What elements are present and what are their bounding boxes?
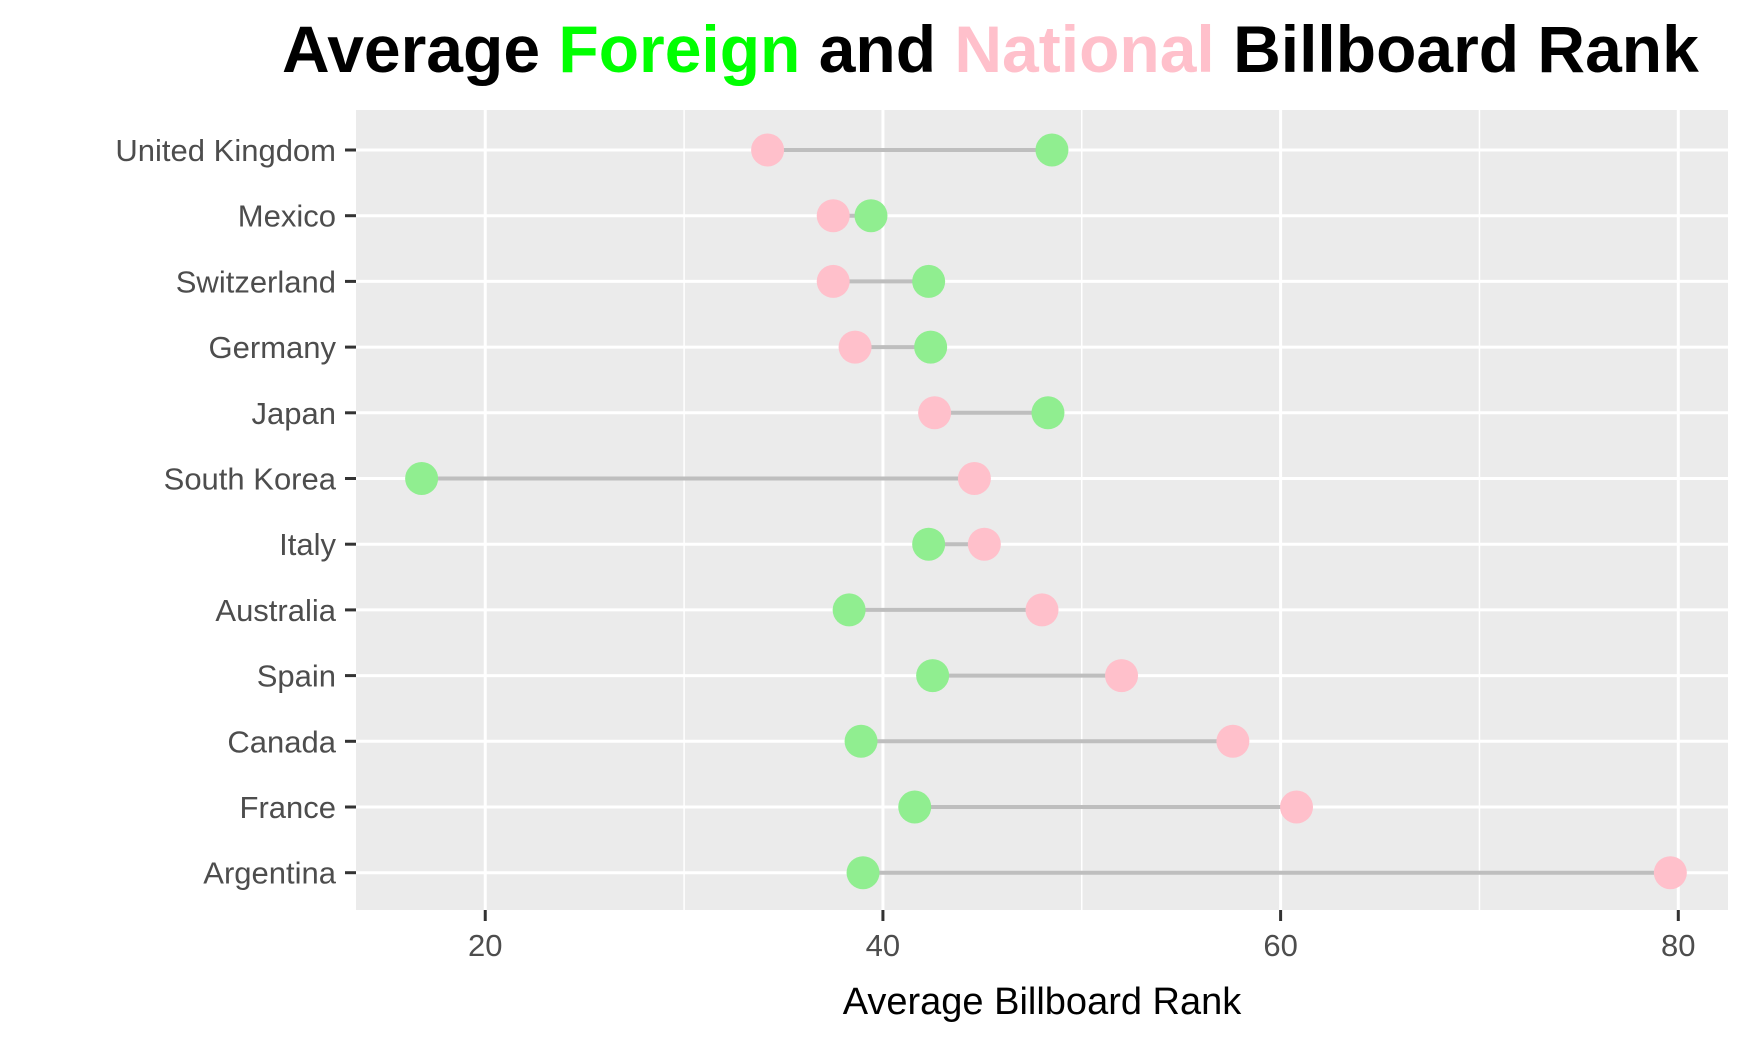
- foreign-point-south-korea: [405, 462, 439, 495]
- y-tick-label: France: [240, 790, 336, 825]
- national-point-japan: [918, 396, 952, 430]
- y-tick-label: Spain: [257, 659, 336, 694]
- y-tick-label: Switzerland: [176, 264, 336, 299]
- national-point-mexico: [816, 199, 850, 233]
- title-part-3: National: [954, 12, 1214, 86]
- chart-title: Average Foreign and National Billboard R…: [282, 12, 1699, 86]
- y-tick-label: Australia: [215, 593, 336, 628]
- foreign-point-france: [898, 790, 932, 824]
- foreign-point-argentina: [846, 856, 880, 890]
- y-axis: United Kingdom Mexico Switzerland Germany Ja…: [115, 133, 356, 891]
- y-tick-label: United Kingdom: [115, 133, 336, 168]
- foreign-point-italy: [912, 527, 946, 561]
- plot-panel: [356, 110, 1728, 910]
- y-tick-label: Italy: [279, 527, 336, 562]
- title-part-4: Billboard Rank: [1215, 12, 1699, 86]
- y-tick-label: South Korea: [164, 462, 337, 497]
- x-tick-label: 80: [1661, 928, 1695, 963]
- y-tick-label: Argentina: [203, 856, 336, 891]
- minor-gridlines: [683, 110, 1481, 910]
- x-tick-label: 20: [468, 928, 502, 963]
- foreign-point-switzerland: [912, 264, 946, 298]
- national-point-canada: [1216, 724, 1250, 758]
- x-tick-label: 60: [1263, 928, 1297, 963]
- foreign-point-germany: [914, 330, 948, 364]
- national-points: [751, 133, 1687, 890]
- national-point-switzerland: [816, 264, 850, 298]
- foreign-point-japan: [1031, 396, 1065, 430]
- foreign-point-canada: [844, 724, 878, 758]
- national-point-france: [1280, 790, 1314, 824]
- x-tick-label: 40: [866, 928, 900, 963]
- y-tick-label: Canada: [227, 724, 336, 759]
- national-point-south-korea: [957, 462, 991, 495]
- national-point-australia: [1025, 593, 1059, 627]
- y-tick-label: Germany: [209, 330, 337, 365]
- national-point-spain: [1105, 659, 1139, 693]
- y-tick-label: Japan: [252, 396, 336, 431]
- foreign-point-spain: [916, 659, 950, 693]
- national-point-united-kingdom: [751, 133, 785, 167]
- x-axis: 20 40 60 80: [468, 910, 1696, 963]
- foreign-points: [405, 133, 1069, 890]
- foreign-point-australia: [832, 593, 866, 627]
- x-axis-title: Average Billboard Rank: [843, 981, 1243, 1023]
- title-part-1: Foreign: [558, 12, 800, 86]
- y-tick-label: Mexico: [238, 199, 336, 234]
- foreign-point-mexico: [854, 199, 888, 233]
- national-point-italy: [967, 527, 1001, 561]
- national-point-argentina: [1653, 856, 1687, 890]
- title-part-0: Average: [282, 12, 558, 86]
- national-point-germany: [838, 330, 872, 364]
- foreign-point-united-kingdom: [1035, 133, 1069, 167]
- title-part-2: and: [800, 12, 954, 86]
